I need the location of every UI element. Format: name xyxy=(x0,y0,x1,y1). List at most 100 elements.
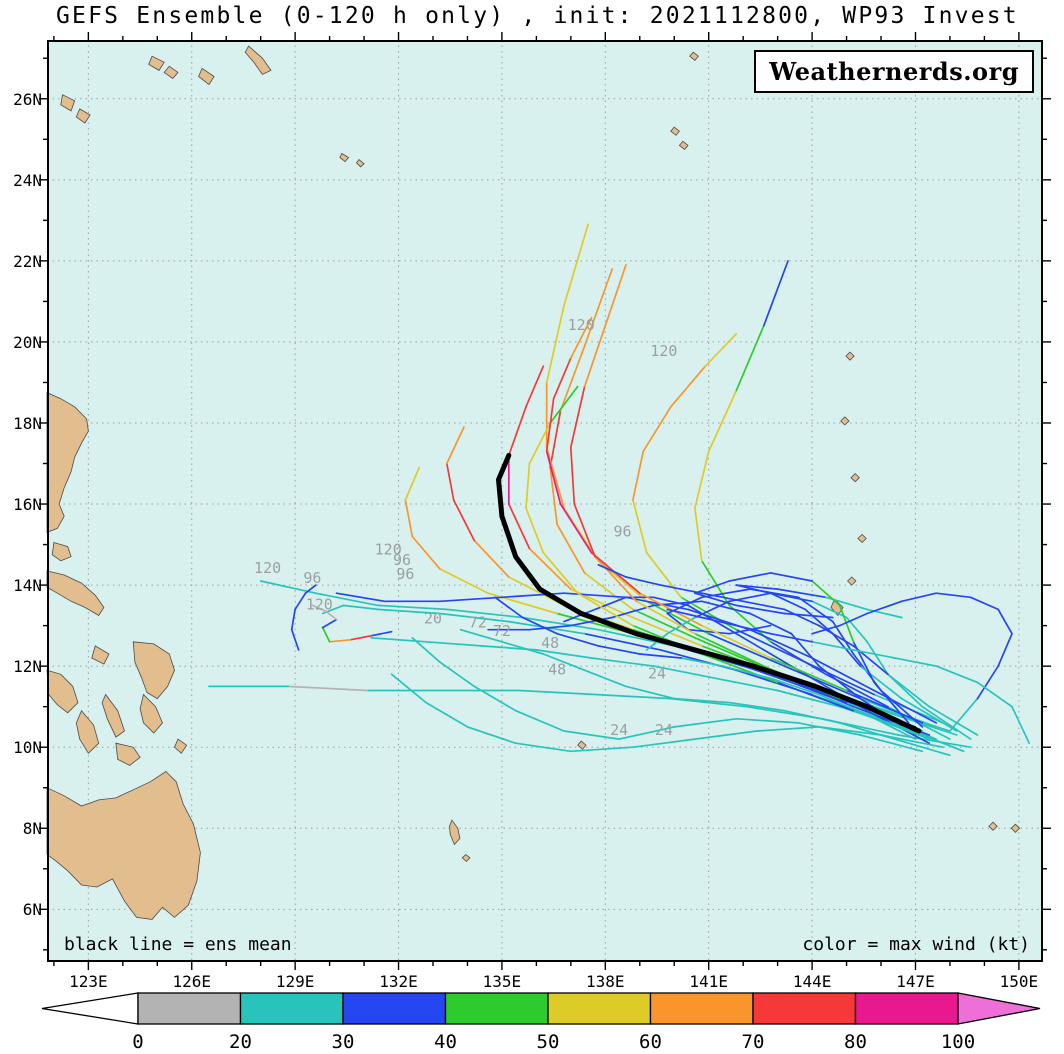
track-segment xyxy=(694,580,731,595)
track-segment xyxy=(411,636,441,663)
track-segment xyxy=(604,596,627,607)
colorbar-tick-label: 60 xyxy=(639,1031,662,1053)
track-segment xyxy=(439,568,489,595)
track-segment xyxy=(632,738,696,749)
track-segment xyxy=(893,738,951,757)
colorbar-segment xyxy=(444,992,549,1025)
track-segment xyxy=(569,446,576,505)
landmass xyxy=(339,152,350,163)
track-segment xyxy=(549,385,579,424)
track-segment xyxy=(921,705,972,740)
track-segment xyxy=(545,450,562,505)
track-segment xyxy=(893,657,938,667)
member-track xyxy=(694,572,910,724)
track-segment xyxy=(728,572,772,582)
track-segment xyxy=(976,681,1013,708)
track-segment xyxy=(632,450,645,501)
track-segment xyxy=(694,507,703,562)
time-label: 120 xyxy=(650,342,677,360)
track-segment xyxy=(811,640,855,651)
track-segment xyxy=(811,624,841,635)
colorbar-tick-label: 100 xyxy=(941,1031,975,1053)
track-segment xyxy=(487,592,558,615)
track-segment xyxy=(700,624,772,659)
track-segment xyxy=(521,616,558,635)
member-track xyxy=(632,332,944,724)
track-segment xyxy=(831,632,862,667)
track-segment xyxy=(694,632,765,667)
member-track xyxy=(494,596,917,740)
landmass xyxy=(174,738,188,754)
landmass xyxy=(1010,823,1021,833)
colorbar-under-arrow xyxy=(41,992,139,1025)
track-segment xyxy=(659,584,703,595)
landmass xyxy=(678,140,689,150)
track-segment xyxy=(559,345,586,412)
lon-axis-label: 126E xyxy=(172,972,211,991)
track-segment xyxy=(756,726,820,732)
lat-axis-label: 8N xyxy=(22,819,42,839)
track-segment xyxy=(687,628,731,635)
colorbar-segment xyxy=(854,992,959,1025)
track-segment xyxy=(377,608,441,615)
track-segment xyxy=(900,726,965,753)
landmass xyxy=(46,570,105,617)
track-segment xyxy=(594,555,638,603)
track-segment xyxy=(645,600,710,635)
lat-axis-label: 6N xyxy=(22,900,42,920)
track-segment xyxy=(377,604,448,611)
time-label: 120 xyxy=(375,541,402,559)
track-segment xyxy=(521,616,600,631)
track-segment xyxy=(342,604,379,611)
track-segment xyxy=(728,701,786,712)
track-segment xyxy=(735,604,786,615)
colorbar-tick-label: 30 xyxy=(332,1031,355,1053)
track-segment xyxy=(900,592,938,603)
track-segment xyxy=(445,426,465,465)
landmass xyxy=(355,159,365,168)
time-label: 24 xyxy=(610,721,628,739)
track-segment xyxy=(597,563,627,578)
landmass xyxy=(46,669,79,714)
lat-axis-label: 26N xyxy=(13,89,42,109)
member-track xyxy=(445,426,938,740)
track-segment xyxy=(545,446,565,509)
lon-axis-label: 129E xyxy=(275,972,315,991)
track-segment xyxy=(673,717,738,728)
track-segment xyxy=(583,268,614,347)
member-track xyxy=(694,260,951,740)
track-segment xyxy=(694,636,772,672)
track-segment xyxy=(783,608,820,627)
track-segment xyxy=(632,608,696,639)
track-segment xyxy=(783,665,862,700)
track-segment xyxy=(852,709,931,740)
track-segment xyxy=(704,332,738,368)
time-label: 96 xyxy=(396,565,414,583)
track-segment xyxy=(473,685,517,712)
track-segment xyxy=(866,600,903,615)
track-segment xyxy=(694,592,738,607)
time-label: 96 xyxy=(303,569,321,587)
colorbar-segment xyxy=(137,992,242,1025)
track-segment xyxy=(507,405,527,457)
track-segment xyxy=(652,596,689,607)
track-segment xyxy=(666,612,689,631)
colorbar-segment xyxy=(547,992,652,1025)
time-label: 72 xyxy=(493,622,511,640)
track-segment xyxy=(845,689,924,724)
colorbar-tick-label: 80 xyxy=(844,1031,867,1053)
landmass xyxy=(830,598,844,617)
track-segment xyxy=(700,600,751,615)
time-label: 24 xyxy=(648,664,666,682)
landmass xyxy=(670,126,680,136)
track-segment xyxy=(838,604,855,643)
member-track xyxy=(290,584,317,651)
track-segment xyxy=(700,616,738,627)
track-segment xyxy=(838,722,896,740)
track-segment xyxy=(866,713,917,740)
track-segment xyxy=(287,685,369,692)
track-segment xyxy=(652,665,717,680)
track-segment xyxy=(501,640,545,655)
track-segment xyxy=(694,600,731,619)
track-segment xyxy=(735,324,765,392)
